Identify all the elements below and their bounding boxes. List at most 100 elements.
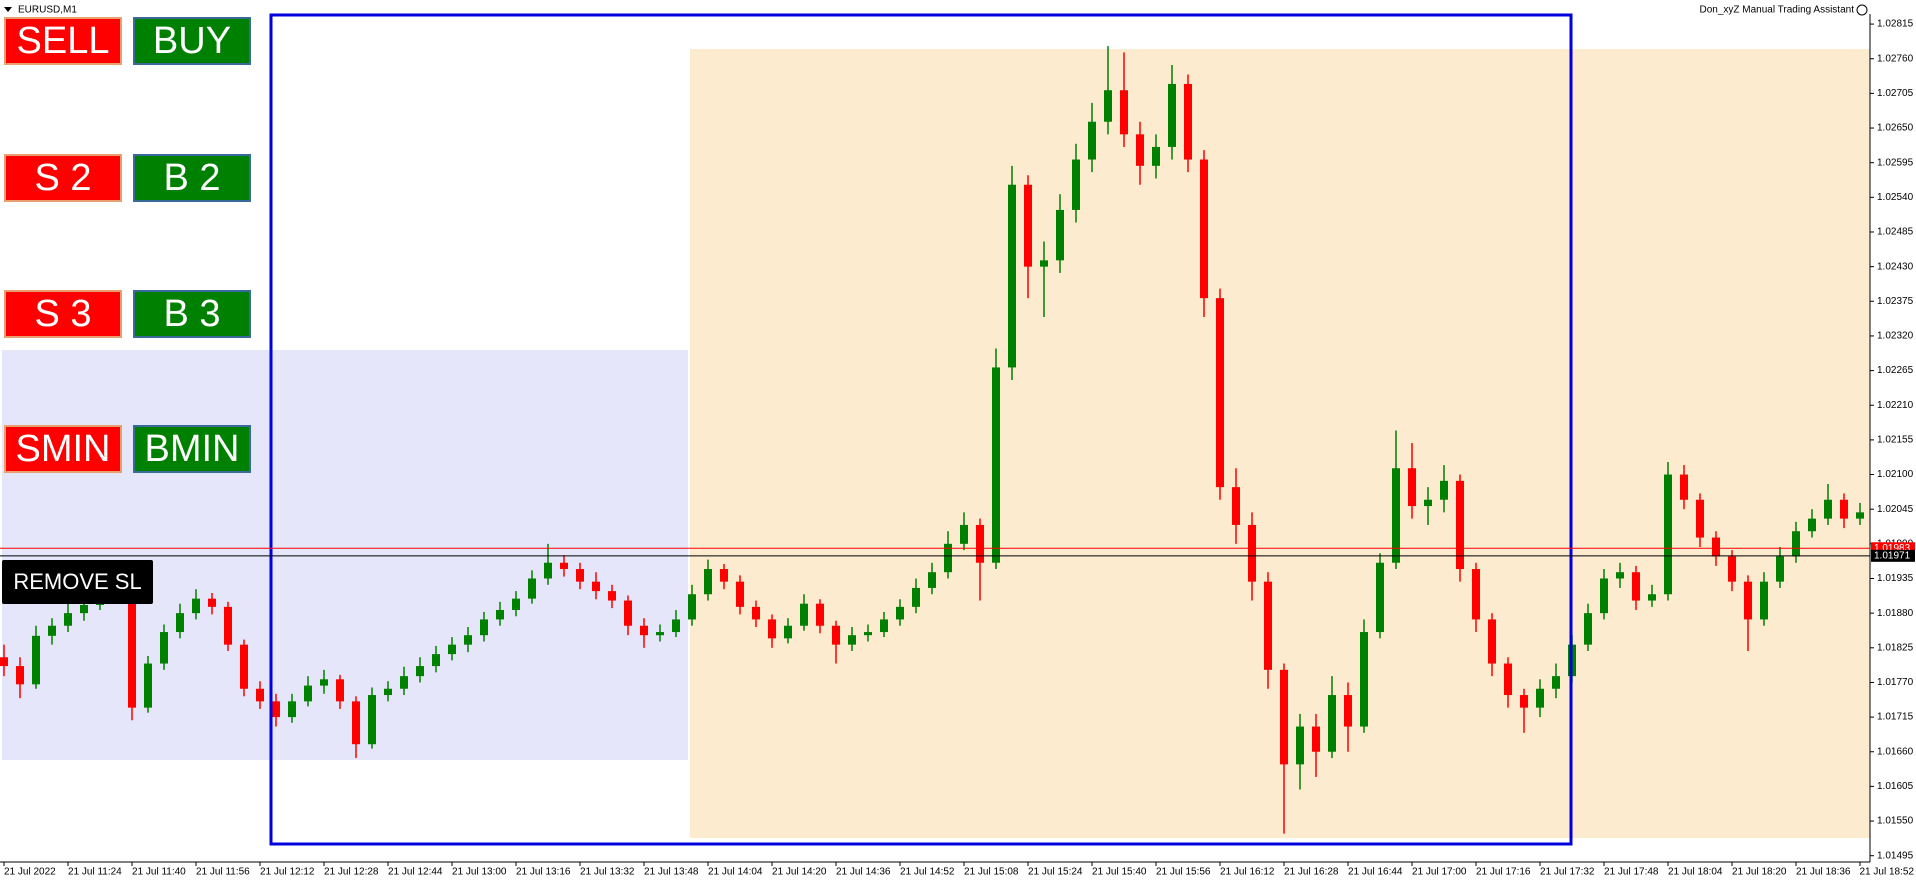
- candle-body: [144, 663, 152, 708]
- buy-button[interactable]: BMIN: [133, 425, 251, 473]
- x-tick-label: 21 Jul 16:28: [1284, 867, 1339, 878]
- x-tick-label: 21 Jul 12:12: [260, 867, 315, 878]
- sell-button[interactable]: S 3: [4, 290, 122, 338]
- x-tick-label: 21 Jul 14:20: [772, 867, 827, 878]
- x-tick-label: 21 Jul 15:56: [1156, 867, 1211, 878]
- candle-body: [224, 606, 232, 645]
- candle-body: [784, 625, 792, 639]
- candle-body: [416, 666, 424, 677]
- candle-body: [1392, 468, 1400, 563]
- symbol-title: EURUSD,M1: [18, 5, 77, 16]
- candle-body: [544, 562, 552, 579]
- candle-body: [576, 569, 584, 582]
- x-tick-label: 21 Jul 2022: [4, 867, 56, 878]
- candle-body: [1840, 499, 1848, 519]
- axes: 1.02815 1.02760 1.02705 1.02650 1.02595 1.025…: [0, 14, 1915, 878]
- buy-button[interactable]: BUY: [133, 17, 251, 65]
- candle-body: [528, 578, 536, 599]
- candle-body: [176, 613, 184, 633]
- price-label: 1.01971: [1874, 550, 1911, 561]
- y-tick-label: 1.01715: [1877, 712, 1914, 723]
- price-label: 1.01983: [1874, 543, 1911, 554]
- candle-body: [1088, 121, 1096, 160]
- candle-body: [704, 569, 712, 595]
- candle-body: [1808, 518, 1816, 532]
- candle-body: [496, 609, 504, 620]
- candle-body: [768, 619, 776, 639]
- candle-body: [432, 654, 440, 667]
- x-tick-label: 21 Jul 13:32: [580, 867, 635, 878]
- remove-sl-button[interactable]: REMOVE SL: [2, 560, 153, 604]
- candle-body: [1792, 531, 1800, 557]
- x-tick-label: 21 Jul 12:44: [388, 867, 443, 878]
- candle-body: [960, 524, 968, 544]
- candle-body: [1760, 581, 1768, 620]
- candle-body: [448, 644, 456, 655]
- candle-body: [240, 644, 248, 689]
- rectangle-outline: [269, 13, 1573, 846]
- sell-button[interactable]: SMIN: [4, 425, 122, 473]
- background-objects: [2, 49, 1870, 838]
- y-tick-label: 1.01660: [1877, 746, 1914, 757]
- y-tick-label: 1.01880: [1877, 608, 1914, 619]
- candle-body: [992, 367, 1000, 563]
- menu-arrow[interactable]: [4, 7, 12, 12]
- candle-body: [624, 600, 632, 626]
- x-tick-label: 21 Jul 18:52: [1860, 867, 1915, 878]
- candle-body: [1232, 487, 1240, 525]
- candle-body: [928, 572, 936, 588]
- buy-button[interactable]: B 2: [133, 154, 251, 202]
- candle-body: [208, 598, 216, 607]
- candle-body: [1360, 632, 1368, 727]
- candle-body: [1312, 726, 1320, 752]
- candle-body: [672, 619, 680, 633]
- candle-body: [1712, 537, 1720, 557]
- x-tick-label: 21 Jul 14:04: [708, 867, 763, 878]
- price-label-box: [1871, 549, 1915, 562]
- candle-body: [64, 613, 72, 626]
- candle-body: [1632, 572, 1640, 601]
- buy-button[interactable]: B 3: [133, 290, 251, 338]
- x-tick-label: 21 Jul 15:24: [1028, 867, 1083, 878]
- candle-body: [368, 695, 376, 745]
- x-tick-label: 21 Jul 15:08: [964, 867, 1019, 878]
- candle-body: [1136, 134, 1144, 166]
- x-tick-label: 21 Jul 14:52: [900, 867, 955, 878]
- candle-body: [560, 562, 568, 570]
- candle-body: [1536, 688, 1544, 708]
- y-tick-label: 1.02265: [1877, 365, 1914, 376]
- y-tick-label: 1.02045: [1877, 504, 1914, 515]
- candle-body: [976, 524, 984, 563]
- candle-body: [1424, 499, 1432, 507]
- y-tick-label: 1.02210: [1877, 400, 1914, 411]
- candle-body: [128, 586, 136, 708]
- sell-button[interactable]: SELL: [4, 17, 122, 65]
- sell-button[interactable]: S 2: [4, 154, 122, 202]
- candle-body: [1104, 90, 1112, 122]
- candle-body: [1152, 146, 1160, 166]
- candle-body: [1488, 619, 1496, 664]
- rectangle-object: [2, 350, 688, 760]
- x-tick-label: 21 Jul 17:16: [1476, 867, 1531, 878]
- candle-body: [1472, 569, 1480, 620]
- x-tick-label: 21 Jul 14:36: [836, 867, 891, 878]
- candle-body: [1776, 556, 1784, 582]
- candle-body: [192, 598, 200, 614]
- candle-body: [0, 657, 8, 667]
- candle-body: [640, 625, 648, 636]
- y-tick-label: 1.01935: [1877, 573, 1914, 584]
- x-tick-label: 21 Jul 18:36: [1796, 867, 1851, 878]
- y-tick-label: 1.02320: [1877, 331, 1914, 342]
- x-tick-label: 21 Jul 17:48: [1604, 867, 1659, 878]
- y-tick-label: 1.02485: [1877, 227, 1914, 238]
- candle-body: [1616, 572, 1624, 579]
- candle-body: [1680, 474, 1688, 500]
- x-tick-label: 21 Jul 17:00: [1412, 867, 1467, 878]
- candle-body: [336, 679, 344, 702]
- x-tick-label: 21 Jul 15:40: [1092, 867, 1147, 878]
- candle-body: [1552, 676, 1560, 689]
- expert-icon: [1856, 4, 1868, 16]
- candle-body: [1440, 480, 1448, 500]
